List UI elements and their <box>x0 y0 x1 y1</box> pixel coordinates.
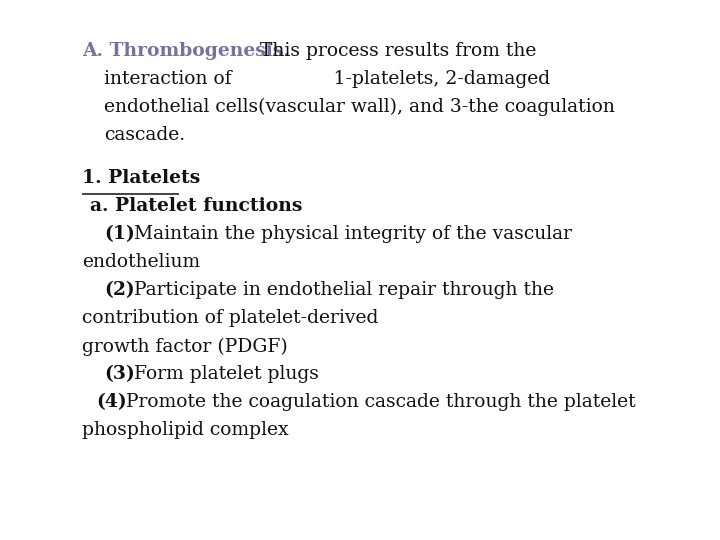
Text: This process results from the: This process results from the <box>260 42 536 60</box>
Text: a. Platelet functions: a. Platelet functions <box>90 198 302 215</box>
Text: (3): (3) <box>104 366 135 383</box>
Text: A. Thrombogenesis.: A. Thrombogenesis. <box>82 42 290 60</box>
Text: endothelium: endothelium <box>82 253 200 272</box>
Text: phospholipid complex: phospholipid complex <box>82 421 289 440</box>
Text: 1. Platelets: 1. Platelets <box>82 170 200 187</box>
Text: (2): (2) <box>104 281 135 299</box>
Text: (1): (1) <box>104 225 135 244</box>
Text: interaction of                 1-platelets, 2-damaged: interaction of 1-platelets, 2-damaged <box>104 70 550 88</box>
Text: (4): (4) <box>96 394 127 411</box>
Text: Promote the coagulation cascade through the platelet: Promote the coagulation cascade through … <box>126 394 636 411</box>
Text: contribution of platelet-derived: contribution of platelet-derived <box>82 309 379 327</box>
Text: growth factor (PDGF): growth factor (PDGF) <box>82 338 288 356</box>
Text: Maintain the physical integrity of the vascular: Maintain the physical integrity of the v… <box>134 225 572 244</box>
Text: Participate in endothelial repair through the: Participate in endothelial repair throug… <box>134 281 554 299</box>
Text: endothelial cells(vascular wall), and 3-the coagulation: endothelial cells(vascular wall), and 3-… <box>104 98 615 116</box>
Text: Form platelet plugs: Form platelet plugs <box>134 366 319 383</box>
Text: cascade.: cascade. <box>104 126 185 144</box>
